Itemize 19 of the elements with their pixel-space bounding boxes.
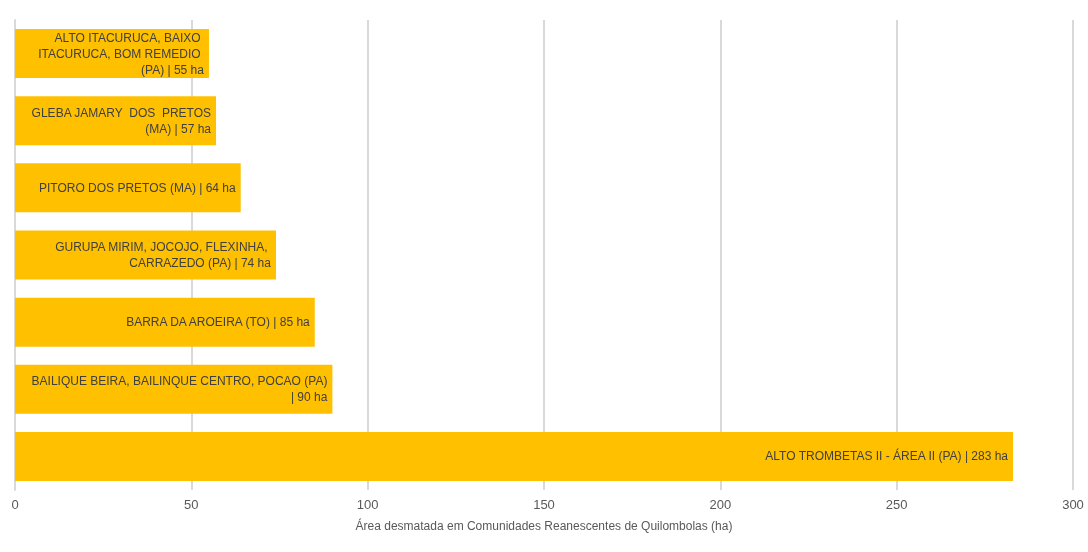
bar [15,163,241,213]
x-tick-label: 300 [1062,497,1084,512]
x-tick-label: 200 [709,497,732,512]
data-label: | 90 ha [287,390,328,405]
category-label: GLEBA JAMARY DOS PRETOS (MA) | 57 ha [31,105,212,136]
category-label: BARRA DA AROEIRA (TO) | 85 ha [126,315,310,330]
x-tick-label: 0 [11,497,19,512]
bar [15,431,1014,481]
category-label: ALTO TROMBETAS II - ÁREA II (PA) | 283 ha [765,449,1009,464]
category-label: GURUPA MIRIM, JOCOJO, FLEXINHA, CARRAZEDO (PA) | 74 ha [55,240,271,270]
x-tick-label: 250 [885,497,908,512]
x-tick-label: 100 [356,497,379,512]
category-label: ALTO ITACURUCA, BAIXO ITACURUCA, BOM REMEDIO (PA) | 55 ha [38,30,204,77]
x-tick-label: 50 [184,497,199,512]
category-label: PITORO DOS PRETOS (MA) | 64 ha [38,180,236,195]
x-axis-title: Área desmatada em Comunidades Reanescentes de Quilombolas (ha) [355,518,733,533]
bar [15,297,315,347]
y-tick-label: BAILIQUE BEIRA, BAILINQUE CENTRO, POCAO (PA) [31,374,328,389]
x-tick-label: 150 [533,497,555,512]
